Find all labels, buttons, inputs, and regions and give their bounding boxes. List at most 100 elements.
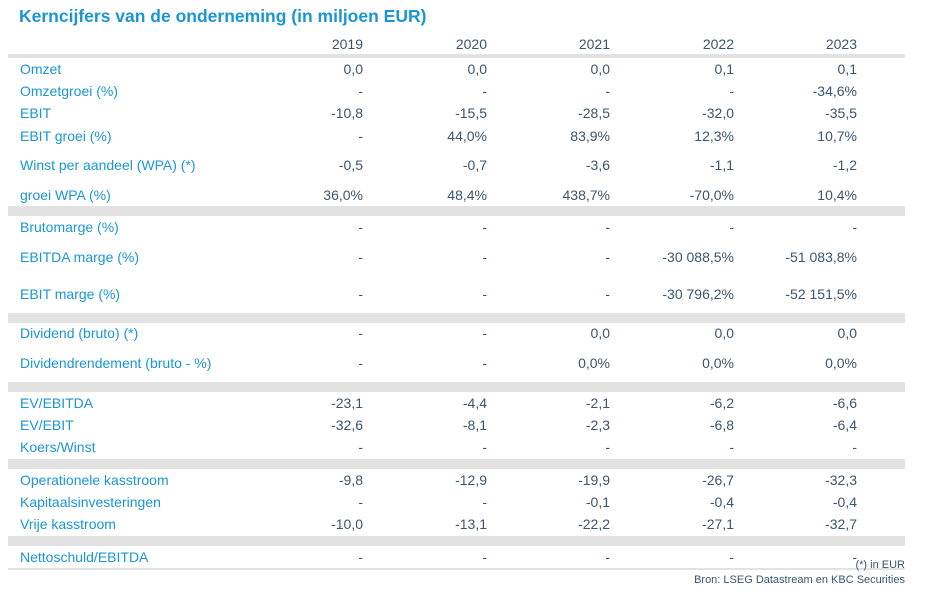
table-row: Nettoschuld/EBITDA - - - - - <box>8 546 905 568</box>
header-blank <box>8 34 240 54</box>
table-row: EV/EBIT -32,6 -8,1 -2,3 -6,8 -6,4 <box>8 414 905 436</box>
spacer <box>857 216 905 238</box>
cell-value: -35,5 <box>825 105 857 122</box>
cell-value: - <box>358 325 363 342</box>
cell-value: -70,0% <box>689 186 734 203</box>
cell-value: 0,1 <box>837 60 857 77</box>
footnote: (*) in EUR <box>855 559 905 571</box>
cell-value: - <box>482 82 487 99</box>
spacer <box>857 103 905 125</box>
divider <box>8 312 905 323</box>
cell-value: - <box>605 285 610 302</box>
cell-value: 12,3% <box>694 127 734 144</box>
table-row: Vrije kasstroom -10,0 -13,1 -22,2 -27,1 -32,7 <box>8 514 905 536</box>
year-header: 2023 <box>825 35 857 52</box>
table-row: EBIT groei (%) - 44,0% 83,9% 12,3% 10,7% <box>8 125 905 147</box>
cell-value: -6,4 <box>832 417 857 434</box>
row-label: Omzetgroei (%) <box>20 82 119 99</box>
table-row: Omzet 0,0 0,0 0,0 0,1 0,1 <box>8 58 905 80</box>
cell-value: 0,0 <box>590 325 610 342</box>
header-divider <box>8 54 905 58</box>
section-divider <box>8 458 905 469</box>
cell-value: -32,3 <box>825 471 857 488</box>
cell-value: - <box>852 548 857 565</box>
cell-value: 36,0% <box>323 186 363 203</box>
cell-value: -9,8 <box>338 471 363 488</box>
cell-value: 0,0% <box>702 355 734 372</box>
cell-value: - <box>605 439 610 456</box>
divider <box>8 54 905 58</box>
cell-value: - <box>358 219 363 236</box>
cell-value: 0,0 <box>714 325 734 342</box>
table-row: Omzetgroei (%) - - - - -34,6% <box>8 80 905 102</box>
divider <box>8 206 905 217</box>
cell-value: - <box>852 439 857 456</box>
table-row: EBITDA marge (%) - - - -30 088,5% -51 083,8% <box>8 239 905 276</box>
spacer <box>857 34 905 54</box>
table-row: groei WPA (%) 36,0% 48,4% 438,7% -70,0% 10,4% <box>8 184 905 206</box>
cell-value: 0,0% <box>825 355 857 372</box>
row-label: Nettoschuld/EBITDA <box>20 548 149 565</box>
cell-value: -51 083,8% <box>785 248 857 265</box>
table-row: EBIT marge (%) - - - -30 796,2% -52 151,5% <box>8 276 905 313</box>
cell-value: -2,1 <box>585 394 610 411</box>
table-row: EV/EBITDA -23,1 -4,4 -2,1 -6,2 -6,6 <box>8 392 905 414</box>
cell-value: -1,1 <box>709 157 734 174</box>
cell-value: -30 088,5% <box>662 248 734 265</box>
spacer <box>857 58 905 80</box>
table-row: Koers/Winst - - - - - <box>8 437 905 459</box>
cell-value: -4,4 <box>462 394 487 411</box>
row-label: Dividendrendement (bruto - %) <box>20 355 212 372</box>
divider <box>8 382 905 393</box>
cell-value: - <box>482 285 487 302</box>
key-figures-table: 2019 2020 2021 2022 2023 Omzet 0,0 0,0 0,0 0,1 0,1… <box>8 34 905 571</box>
cell-value: 44,0% <box>447 127 487 144</box>
cell-value: 0,0 <box>467 60 487 77</box>
cell-value: -28,5 <box>578 105 610 122</box>
section-divider <box>8 535 905 546</box>
cell-value: - <box>852 219 857 236</box>
cell-value: 48,4% <box>447 186 487 203</box>
year-header-row: 2019 2020 2021 2022 2023 <box>8 34 905 54</box>
cell-value: - <box>482 548 487 565</box>
cell-value: - <box>358 493 363 510</box>
row-label: Omzet <box>20 60 62 77</box>
row-label: EV/EBIT <box>20 417 74 434</box>
cell-value: - <box>358 548 363 565</box>
cell-value: -19,9 <box>578 471 610 488</box>
row-label: Brutomarge (%) <box>20 219 119 236</box>
cell-value: - <box>358 439 363 456</box>
cell-value: 83,9% <box>570 127 610 144</box>
cell-value: 10,7% <box>817 127 857 144</box>
cell-value: -0,4 <box>832 493 857 510</box>
cell-value: - <box>729 548 734 565</box>
cell-value: -0,7 <box>462 157 487 174</box>
row-label: groei WPA (%) <box>20 186 111 203</box>
section-divider <box>8 382 905 393</box>
spacer <box>857 414 905 436</box>
cell-value: 0,1 <box>714 60 734 77</box>
spacer <box>857 239 905 276</box>
cell-value: - <box>482 493 487 510</box>
spacer <box>857 469 905 491</box>
cell-value: - <box>605 82 610 99</box>
spacer <box>857 80 905 102</box>
row-label: Dividend (bruto) (*) <box>20 325 139 342</box>
cell-value: -13,1 <box>455 516 487 533</box>
cell-value: -23,1 <box>331 394 363 411</box>
cell-value: - <box>358 127 363 144</box>
source-note: Bron: LSEG Datastream en KBC Securities <box>694 574 905 586</box>
cell-value: 10,4% <box>817 186 857 203</box>
cell-value: - <box>482 439 487 456</box>
spacer <box>857 184 905 206</box>
cell-value: -6,2 <box>709 394 734 411</box>
table-row: Operationele kasstroom -9,8 -12,9 -19,9 -26,… <box>8 469 905 491</box>
cell-value: -30 796,2% <box>662 285 734 302</box>
table-row: Kapitaalsinvesteringen - - -0,1 -0,4 -0,4 <box>8 491 905 513</box>
cell-value: - <box>358 248 363 265</box>
spacer <box>857 437 905 459</box>
spacer <box>857 392 905 414</box>
cell-value: - <box>482 219 487 236</box>
cell-value: 0,0 <box>590 60 610 77</box>
row-label: Winst per aandeel (WPA) (*) <box>20 157 196 174</box>
